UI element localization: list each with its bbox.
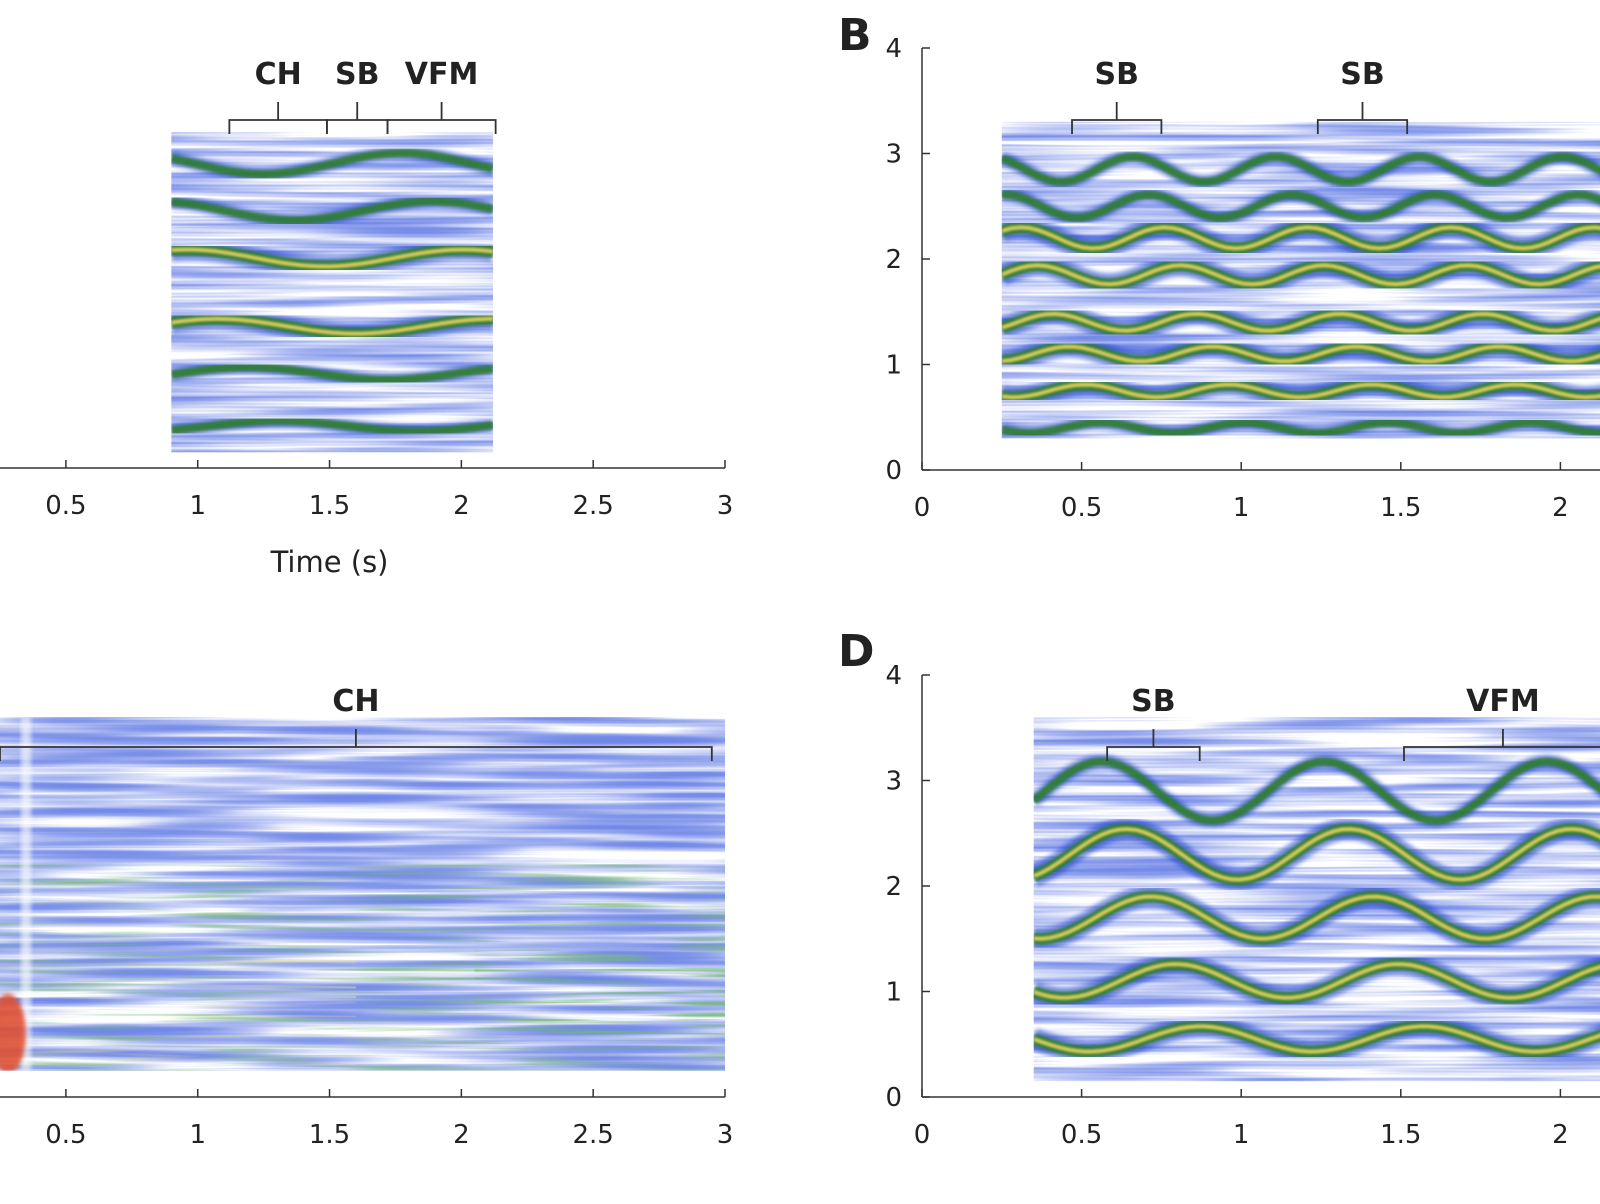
x-tick-label: 2.5 [573,1120,614,1150]
annotation-label: CH [332,684,379,719]
harmonic-core [171,247,493,269]
x-tick-label: 3 [717,491,734,521]
harmonic-band [171,149,493,178]
x-tick-label: 0 [914,1120,931,1150]
hot-spot [0,993,26,1071]
y-tick-label: 4 [885,34,902,64]
panel-b: 00.511.5201234SBSBFJB [838,10,1600,523]
harmonic-core [1001,225,1600,251]
harmonic-band [1001,418,1600,438]
x-tick-label: 3 [717,1120,734,1150]
x-tick-label: 0.5 [1061,1120,1102,1150]
x-tick-label: 1 [189,491,206,521]
annotation-bracket [386,102,497,134]
annotation-label: VFM [405,57,479,92]
harmonic-core [1033,962,1600,1000]
annotation-bracket [1071,102,1163,134]
annotation-label: SB [1094,57,1138,92]
x-tick-label: 1.5 [1380,1120,1421,1150]
harmonic-core [171,316,493,336]
y-tick-label: 0 [885,456,902,486]
noise-energy [0,717,725,1071]
y-tick-label: 2 [885,872,902,902]
harmonic-core [1033,1024,1600,1054]
harmonic-band [171,363,493,384]
x-tick-label: 1 [189,1120,206,1150]
x-tick-label: 0 [914,493,931,523]
spectrogram-image [171,132,493,453]
annotation-label: CH [255,57,302,92]
harmonic-core [1001,382,1600,400]
harmonic-core [1001,344,1600,364]
x-tick-label: 2 [453,491,470,521]
panel-letter: D [838,626,875,677]
harmonic-core [1001,263,1600,287]
annotation-bracket [1316,102,1409,134]
y-tick-label: 1 [885,978,902,1008]
x-tick-label: 0.5 [1061,493,1102,523]
harmonic-band [1001,152,1600,186]
annotation-label: SB [1131,684,1175,719]
x-tick-label: 2 [1552,493,1569,523]
harmonic-core [1001,311,1600,333]
x-tick-label: 0.5 [45,1120,86,1150]
annotation-bracket [0,729,713,761]
y-tick-label: 1 [885,351,902,381]
x-tick-label: 1.5 [309,491,350,521]
harmonic-band [171,197,493,225]
spectrogram-image [1001,121,1600,439]
annotation-label: SB [335,57,379,92]
panel-d: 00.511.5201234SBVFMCHD [838,626,1600,1150]
harmonic-core [1033,827,1600,882]
annotation-label: SB [1340,57,1384,92]
x-tick-label: 1 [1233,1120,1250,1150]
y-tick-label: 0 [885,1083,902,1113]
annotation-bracket [1403,729,1600,761]
spectrogram-image [0,717,725,1071]
y-tick-label: 3 [885,767,902,797]
x-tick-label: 2 [1552,1120,1569,1150]
annotation-bracket [326,102,389,134]
x-tick-label: 2 [453,1120,470,1150]
panel-c: 0.5 1 1.5 2 2.5 3 CH [0,684,733,1150]
panel-letter: B [838,10,872,61]
harmonic-band [1001,190,1600,222]
panel-a: 0.5 1 1.5 2 2.5 3 Time (s) CH SB VFM [0,57,733,579]
x-tick-label: 1.5 [1380,493,1421,523]
annotation-bracket [1106,729,1201,761]
y-tick-label: 3 [885,140,902,170]
harmonic-band [171,416,493,436]
x-axis-label: Time (s) [270,545,389,579]
annotation-bracket [228,102,328,134]
harmonic-core [1033,894,1600,941]
spectrogram-image [1033,717,1600,1082]
y-tick-label: 4 [885,661,902,691]
harmonic-band [1033,757,1600,825]
y-tick-label: 2 [885,245,902,275]
x-tick-label: 1.5 [309,1120,350,1150]
x-tick-label: 2.5 [573,491,614,521]
x-tick-label: 0.5 [45,491,86,521]
x-tick-label: 1 [1233,493,1250,523]
annotation-label: VFM [1466,684,1540,719]
